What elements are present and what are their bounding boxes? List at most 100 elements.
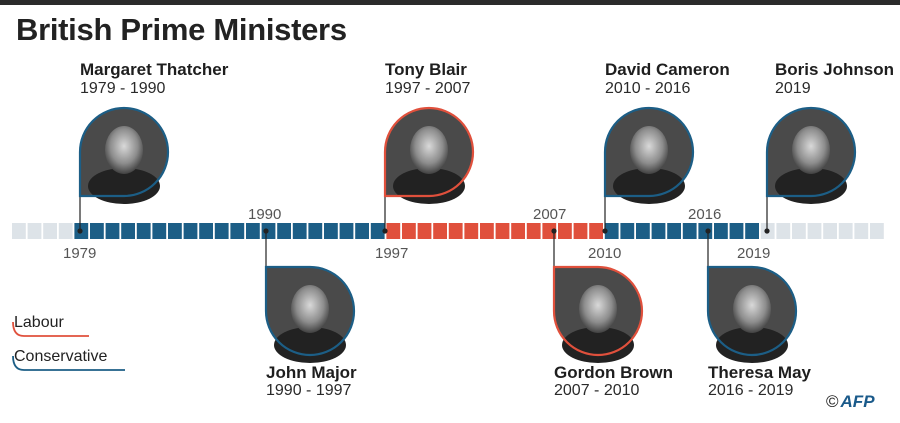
afp-logo: AFP [840, 392, 875, 411]
timeline-cell [370, 223, 385, 239]
timeline-cell [870, 223, 884, 239]
year-label-2019: 2019 [737, 245, 771, 262]
legend-mark-labour [12, 321, 89, 337]
portrait-frame [383, 106, 475, 198]
timeline-cell [402, 223, 416, 239]
portrait-frame [264, 265, 356, 357]
timeline-cell [168, 223, 182, 239]
year-label-2010: 2010 [588, 245, 622, 262]
portrait-shoulders [562, 327, 634, 363]
timeline-cell [417, 223, 432, 239]
connector-dot-brown [551, 228, 557, 234]
credit: © AFP [826, 392, 875, 412]
pm-years-may: 2016 - 2019 [708, 382, 794, 399]
portrait-frame [78, 106, 170, 198]
pm-name-blair: Tony Blair [385, 60, 467, 79]
year-label-1979: 1979 [63, 245, 97, 262]
year-label-1990: 1990 [248, 206, 282, 223]
timeline-cell [43, 223, 57, 239]
top-bar [0, 0, 900, 5]
year-label-2016: 2016 [688, 206, 722, 223]
timeline-cell [230, 223, 245, 239]
portrait-face [291, 285, 329, 333]
connector-dot-cameron [602, 228, 608, 234]
timeline-cell [58, 223, 73, 239]
timeline-cell [308, 223, 323, 239]
portrait-frame [765, 106, 857, 198]
portrait-face [579, 285, 617, 333]
copyright-symbol: © [826, 392, 839, 411]
timeline-cell [277, 223, 291, 239]
timeline-cell [667, 223, 681, 239]
timeline-cell [292, 223, 307, 239]
connector-dot-may [705, 228, 711, 234]
timeline-cell [854, 223, 869, 239]
timeline-cell [183, 223, 198, 239]
timeline-cell [495, 223, 510, 239]
timeline-cell [729, 223, 744, 239]
year-label-1997: 1997 [375, 245, 409, 262]
timeline-cell [121, 223, 135, 239]
timeline-cell [105, 223, 120, 239]
timeline-cell [12, 223, 26, 239]
timeline-cell [838, 223, 853, 239]
pm-name-brown: Gordon Brown [554, 363, 673, 382]
timeline-cell [433, 223, 447, 239]
timeline-cell [589, 223, 603, 239]
year-label-2007: 2007 [533, 206, 567, 223]
legend-labour: Labour [14, 314, 64, 331]
pm-name-johnson: Boris Johnson [775, 60, 895, 79]
portrait-face [630, 126, 668, 174]
portrait-shoulders [274, 327, 346, 363]
timeline-cell [792, 223, 806, 239]
timeline-cell [620, 223, 635, 239]
timeline-cell [745, 223, 759, 239]
timeline-cell [355, 223, 369, 239]
timeline-cell [339, 223, 354, 239]
timeline-cell [604, 223, 619, 239]
timeline-cell [526, 223, 541, 239]
timeline-cell [199, 223, 213, 239]
pm-name-may: Theresa May [708, 363, 811, 382]
timeline-cell [558, 223, 572, 239]
timeline-cell [651, 223, 666, 239]
portrait-frame [603, 106, 695, 198]
timeline-cell [324, 223, 338, 239]
timeline-cell [573, 223, 588, 239]
timeline-cell [90, 223, 104, 239]
pm-years-johnson: 2019 [775, 80, 811, 97]
portrait-major [264, 265, 356, 363]
portrait-may [706, 265, 798, 363]
pm-name-major: John Major [266, 363, 357, 382]
portrait-face [410, 126, 448, 174]
portrait-cameron [603, 106, 695, 204]
portrait-frame [706, 265, 798, 357]
pm-years-cameron: 2010 - 2016 [605, 80, 691, 97]
timeline-cell [823, 223, 837, 239]
portraits [78, 106, 857, 363]
timeline-cell [511, 223, 525, 239]
timeline-track [12, 223, 884, 239]
timeline-cell [636, 223, 650, 239]
timeline-cell [714, 223, 728, 239]
timeline-cell [136, 223, 151, 239]
timeline-cell [698, 223, 713, 239]
legend-conservative: Conservative [14, 348, 108, 365]
portrait-shoulders [716, 327, 788, 363]
timeline-connectors [77, 196, 770, 267]
portrait-brown [552, 265, 644, 363]
connector-dot-johnson [764, 228, 770, 234]
portrait-face [105, 126, 143, 174]
timeline-cell [448, 223, 463, 239]
portrait-face [733, 285, 771, 333]
connector-dot-major [263, 228, 269, 234]
timeline-cell [386, 223, 401, 239]
pm-years-thatcher: 1979 - 1990 [80, 80, 166, 97]
timeline-cell [807, 223, 822, 239]
timeline-cell [214, 223, 229, 239]
portrait-thatcher [78, 106, 170, 204]
legend-marks [12, 321, 125, 371]
pm-name-thatcher: Margaret Thatcher [80, 60, 229, 79]
timeline-cell [682, 223, 697, 239]
